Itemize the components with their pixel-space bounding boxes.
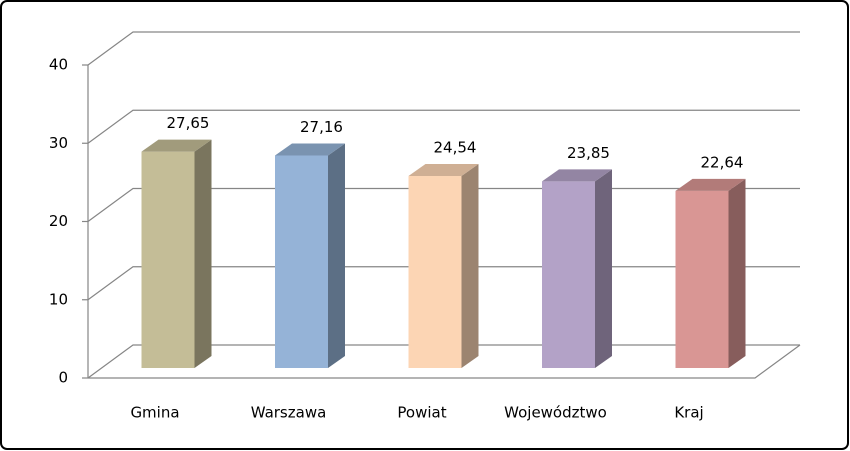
grid-line bbox=[87, 31, 800, 66]
bar-top bbox=[408, 163, 479, 176]
y-tick-label: 20 bbox=[49, 212, 68, 230]
grid-line bbox=[87, 109, 800, 144]
bar-top bbox=[275, 143, 345, 156]
bar bbox=[141, 151, 195, 368]
x-tick-label: Województwo bbox=[504, 404, 607, 422]
value-label: 23,85 bbox=[567, 144, 610, 162]
bar bbox=[675, 190, 729, 368]
x-tick-label: Powiat bbox=[397, 404, 446, 422]
bar-top bbox=[675, 178, 746, 191]
bar bbox=[542, 181, 595, 368]
y-tick-label: 30 bbox=[49, 134, 68, 152]
value-label: 24,54 bbox=[434, 138, 477, 156]
y-tick-label: 0 bbox=[58, 369, 68, 387]
value-label: 22,64 bbox=[701, 153, 744, 171]
bar-side bbox=[728, 178, 746, 368]
x-tick-label: Warszawa bbox=[251, 404, 327, 422]
bar-side bbox=[328, 143, 345, 368]
bar bbox=[408, 175, 462, 368]
x-tick-label: Kraj bbox=[674, 404, 703, 422]
floor bbox=[88, 344, 801, 379]
bar-top bbox=[141, 139, 212, 152]
bar-side bbox=[461, 163, 479, 368]
bar bbox=[275, 155, 328, 368]
x-tick-label: Gmina bbox=[130, 404, 179, 422]
y-tick-label: 10 bbox=[49, 290, 68, 308]
y-tick-label: 40 bbox=[49, 56, 68, 74]
bar-side bbox=[595, 169, 612, 368]
value-label: 27,65 bbox=[167, 114, 210, 132]
bar-top bbox=[542, 169, 612, 182]
bar-side bbox=[194, 139, 212, 368]
value-label: 27,16 bbox=[300, 118, 343, 136]
